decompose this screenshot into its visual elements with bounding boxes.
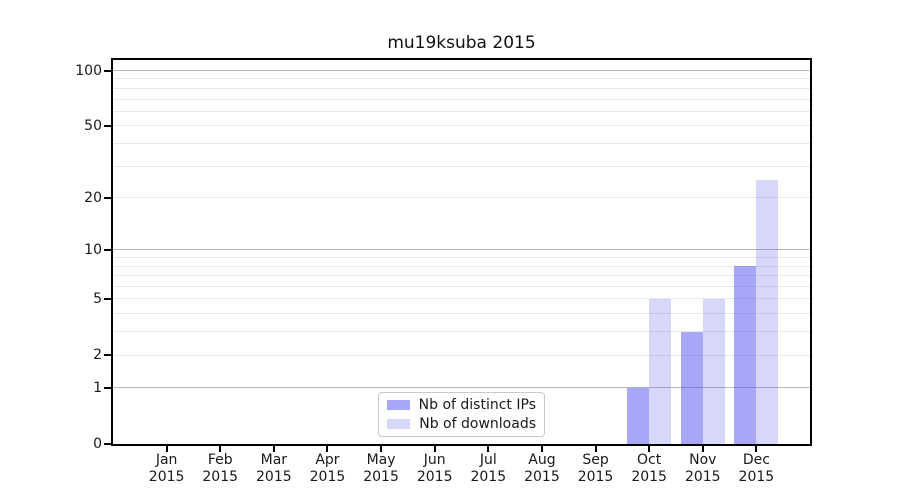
minor-gridline [113, 313, 810, 315]
x-tick-label: Apr 2015 [309, 452, 346, 485]
y-tick-mark [104, 248, 111, 251]
x-tick-label: Dec 2015 [738, 452, 775, 485]
x-tick-mark [433, 446, 436, 452]
x-tick-mark [540, 446, 543, 452]
minor-gridline [113, 78, 810, 80]
legend: Nb of distinct IPs Nb of downloads [378, 392, 545, 437]
minor-gridline [113, 257, 810, 259]
y-tick-label: 1 [93, 379, 102, 396]
y-tick-mark [104, 443, 111, 445]
y-tick-label: 10 [84, 241, 102, 258]
minor-gridline [113, 354, 810, 356]
bar-downloads-nov [702, 299, 725, 444]
x-tick-label: May 2015 [363, 452, 399, 485]
bar-downloads-oct [649, 299, 672, 444]
x-tick-mark [380, 446, 383, 452]
minor-gridline [113, 286, 810, 288]
y-tick-mark [104, 69, 111, 72]
x-tick-mark [648, 446, 651, 452]
minor-gridline [113, 275, 810, 277]
x-tick-label: Jan 2015 [148, 452, 185, 485]
x-tick-mark [701, 446, 704, 452]
x-tick-label: Jun 2015 [416, 452, 453, 485]
y-tick-label: 100 [75, 62, 102, 79]
gridlines-layer [113, 60, 810, 444]
y-tick-mark [104, 297, 111, 300]
minor-gridline [113, 197, 810, 199]
y-tick-label: 50 [84, 117, 102, 134]
x-tick-label: Nov 2015 [684, 452, 721, 485]
minor-gridline [113, 265, 810, 267]
y-tick-mark [104, 124, 111, 127]
major-gridline [113, 249, 810, 251]
minor-gridline [113, 298, 810, 300]
x-tick-mark [594, 446, 597, 452]
y-tick-label: 2 [93, 347, 102, 364]
minor-gridline [113, 331, 810, 333]
legend-swatch-distinct-ips [387, 400, 410, 410]
x-tick-mark [326, 446, 329, 452]
bar-downloads-dec [756, 180, 779, 444]
legend-swatch-downloads [387, 419, 411, 429]
minor-gridline [113, 87, 810, 89]
minor-gridline [113, 142, 810, 144]
bar-distinct-ips-oct [627, 387, 650, 444]
minor-gridline [113, 165, 810, 167]
x-tick-label: Sep 2015 [577, 452, 614, 485]
x-tick-mark [487, 446, 490, 452]
x-tick-mark [165, 446, 168, 452]
legend-label-downloads: Nb of downloads [419, 416, 536, 432]
x-tick-label: Feb 2015 [202, 452, 239, 485]
minor-gridline [113, 110, 810, 112]
bar-distinct-ips-dec [734, 266, 757, 444]
x-tick-mark [219, 446, 222, 452]
x-tick-label: Oct 2015 [631, 452, 667, 485]
x-tick-label: Aug 2015 [524, 452, 560, 485]
x-tick-label: Mar 2015 [256, 452, 292, 485]
major-gridline [113, 70, 810, 71]
y-tick-mark [104, 386, 111, 389]
x-tick-mark [755, 446, 758, 452]
y-tick-mark [104, 354, 111, 357]
y-tick-label: 20 [84, 189, 102, 206]
minor-gridline [113, 125, 810, 127]
legend-item-distinct-ips: Nb of distinct IPs [387, 397, 536, 413]
x-tick-mark [272, 446, 275, 452]
y-tick-mark [104, 196, 111, 199]
y-tick-label: 5 [93, 290, 102, 307]
legend-item-downloads: Nb of downloads [387, 416, 536, 432]
minor-gridline [113, 98, 810, 100]
x-tick-label: Jul 2015 [470, 452, 507, 485]
chart-title: mu19ksuba 2015 [387, 33, 536, 53]
y-tick-label: 0 [93, 436, 102, 452]
bars-layer [113, 60, 810, 444]
major-gridline [113, 387, 810, 389]
plot-area [111, 58, 812, 446]
bar-distinct-ips-nov [680, 331, 703, 444]
legend-label-distinct-ips: Nb of distinct IPs [418, 397, 536, 413]
